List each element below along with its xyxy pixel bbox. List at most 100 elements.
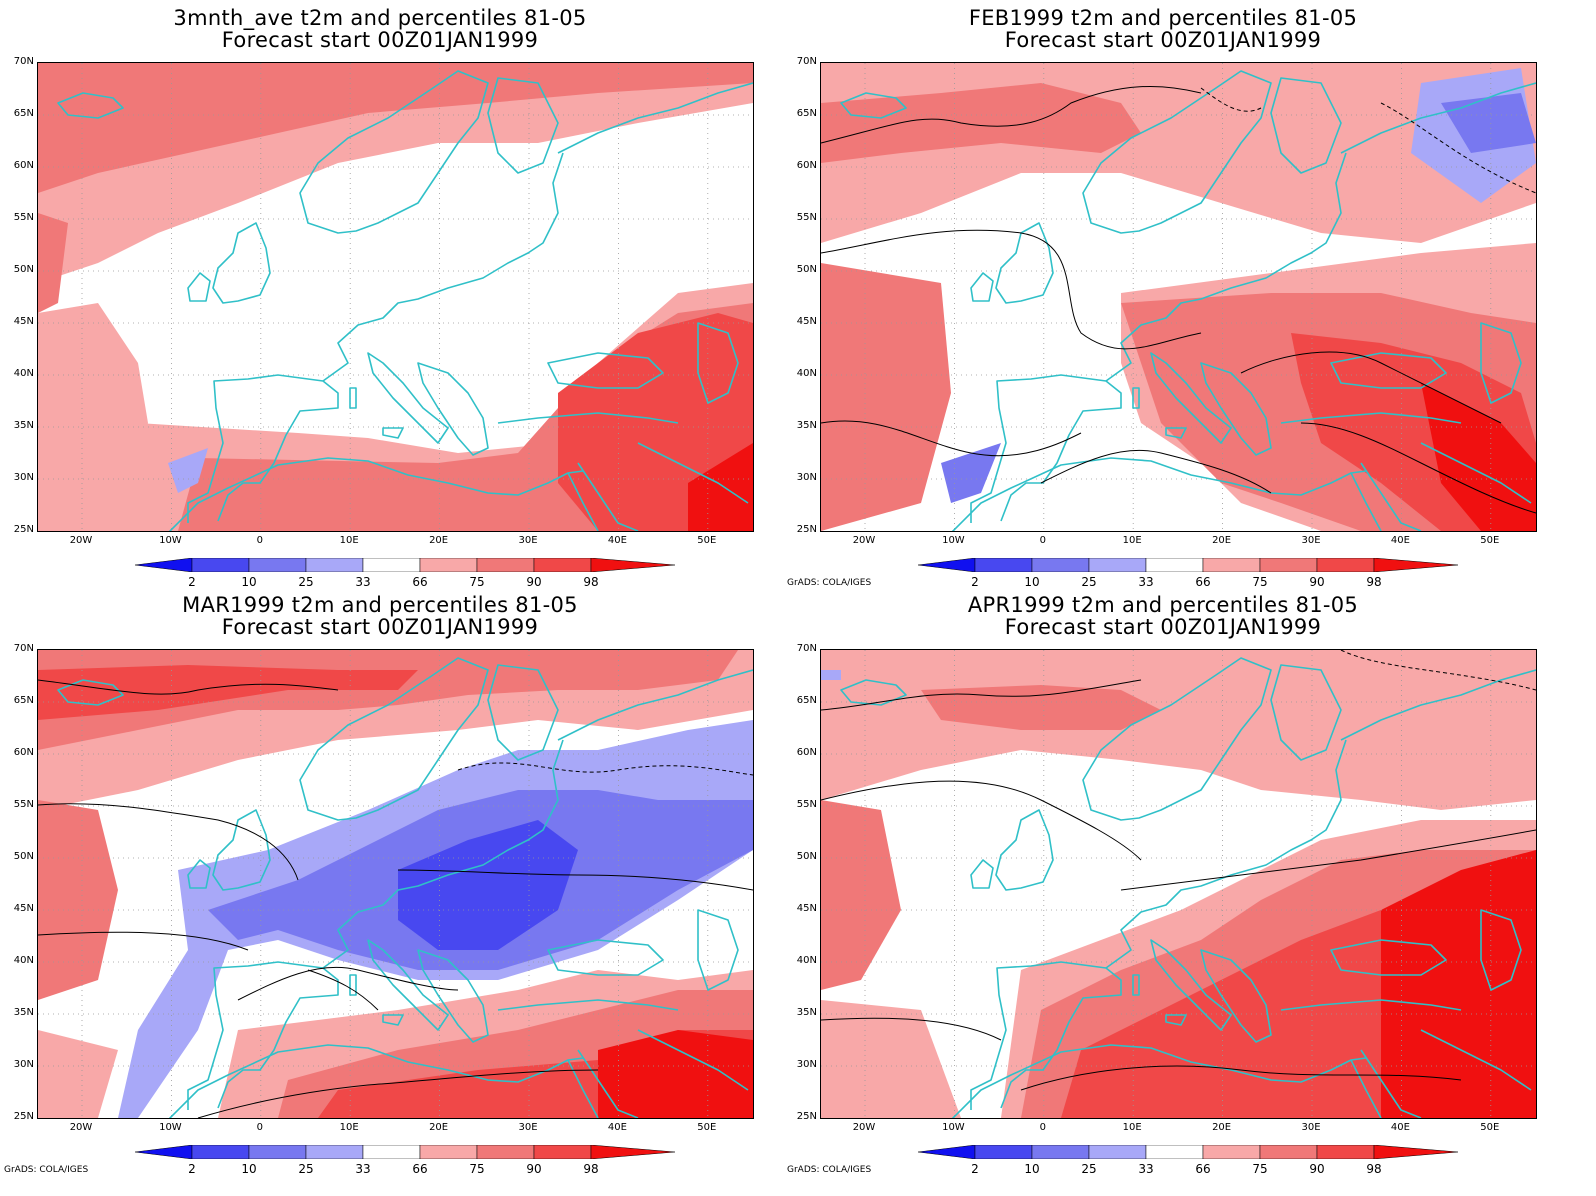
percentile-region [821, 650, 1536, 810]
panel-mar1999: MAR1999 t2m and percentiles 81-05 Foreca… [0, 587, 760, 1177]
map-area [820, 649, 1537, 1119]
coastline [970, 859, 994, 889]
percentile-region [821, 263, 951, 531]
colorbar-segment [476, 558, 535, 572]
lon-tick-label: 0 [1039, 535, 1046, 546]
lat-tick-label: 25N [13, 1111, 34, 1122]
coastline [1350, 472, 1382, 531]
colorbar-label: 33 [355, 575, 371, 589]
temperature-contour [38, 803, 299, 881]
coastline [349, 974, 357, 996]
grads-credit: GrADS: COLA/IGES [787, 578, 872, 588]
lat-tick-label: 50N [13, 851, 34, 862]
colorbar-svg [135, 558, 675, 572]
coastline [382, 1014, 404, 1026]
temperature-contour [821, 420, 1082, 457]
lon-tick-label: 20W [69, 535, 93, 546]
temperature-contour [307, 969, 379, 1011]
coastline [299, 657, 489, 821]
coastline [487, 77, 559, 174]
temperature-contour [457, 762, 753, 776]
temperature-contour [821, 679, 1142, 711]
coastline [187, 961, 339, 1110]
colorbar-arrow-low [918, 1145, 976, 1159]
temperature-contour [1040, 449, 1272, 494]
coastline [299, 70, 489, 234]
colorbar-segment [419, 558, 478, 572]
colorbar-segment [248, 1145, 307, 1159]
coastline [995, 222, 1054, 304]
temperature-contour [197, 1069, 599, 1118]
panel-apr1999: APR1999 t2m and percentiles 81-05 Foreca… [783, 587, 1543, 1177]
colorbar-label: 75 [1252, 1162, 1268, 1176]
coastline [1330, 352, 1447, 389]
lat-tick-label: 60N [796, 160, 817, 171]
colorbar-label: 25 [1081, 1162, 1097, 1176]
lon-tick-label: 20W [852, 1122, 876, 1133]
coastline [1270, 664, 1342, 761]
colorbar: 2 10 25 33 66 75 90 98 [918, 558, 1458, 589]
lat-tick-label: 25N [796, 1111, 817, 1122]
coastline [187, 374, 339, 523]
coastline [1340, 82, 1536, 154]
coastline [995, 809, 1054, 891]
colorbar-segment [974, 1145, 1033, 1159]
colorbar-segment [305, 558, 364, 572]
lat-tick-label: 25N [796, 524, 817, 535]
lon-tick-label: 10E [339, 535, 359, 546]
lat-tick-label: 55N [13, 212, 34, 223]
temperature-contour [821, 1017, 1002, 1041]
colorbar-label: 98 [1366, 575, 1382, 589]
coastline [212, 809, 271, 891]
coastline [557, 82, 753, 154]
coastline [1165, 1014, 1187, 1026]
percentile-region [598, 1030, 753, 1118]
coastline [417, 949, 489, 1043]
temperature-contour [821, 780, 1142, 861]
coastline [382, 427, 404, 439]
colorbar-label: 90 [1309, 575, 1325, 589]
temperature-contour [237, 966, 459, 1001]
percentile-region [168, 448, 208, 493]
lat-tick-label: 45N [13, 903, 34, 914]
coastline [577, 1029, 749, 1118]
coastline [187, 859, 211, 889]
lat-tick-label: 35N [796, 1007, 817, 1018]
percentile-map [821, 63, 1536, 531]
coastline [557, 669, 753, 741]
colorbar-segment [1031, 1145, 1090, 1159]
colorbar-label: 90 [1309, 1162, 1325, 1176]
colorbar-label: 90 [526, 1162, 542, 1176]
colorbar-segment [974, 558, 1033, 572]
temperature-contour [821, 85, 1202, 144]
colorbar-segment [1088, 558, 1147, 572]
colorbar-label: 98 [583, 1162, 599, 1176]
lat-tick-label: 45N [796, 903, 817, 914]
lat-tick-label: 70N [13, 643, 34, 654]
coastline [840, 679, 907, 706]
colorbar-segment [1316, 558, 1375, 572]
colorbar-arrow-high [1373, 1145, 1458, 1159]
lat-tick-label: 50N [796, 851, 817, 862]
coastline [1270, 77, 1342, 174]
lon-tick-label: 0 [256, 1122, 263, 1133]
percentile-region [821, 800, 901, 990]
percentile-region [1381, 850, 1536, 1118]
lat-tick-label: 60N [13, 747, 34, 758]
coastline [367, 352, 449, 444]
coastline [212, 222, 271, 304]
coastline [57, 679, 124, 706]
colorbar-segment [191, 558, 250, 572]
percentile-region [398, 820, 578, 950]
colorbar-segment [1145, 558, 1204, 572]
coastline [349, 387, 357, 409]
coastline [1200, 362, 1272, 456]
lon-tick-label: 10W [942, 535, 965, 546]
lon-tick-label: 40E [1390, 1122, 1410, 1133]
colorbar-label: 25 [1081, 575, 1097, 589]
temperature-contour [1300, 422, 1536, 514]
coastline [951, 457, 1367, 531]
coastline [577, 442, 749, 531]
lon-tick-label: 20E [1212, 535, 1232, 546]
colorbar-label: 33 [1138, 1162, 1154, 1176]
